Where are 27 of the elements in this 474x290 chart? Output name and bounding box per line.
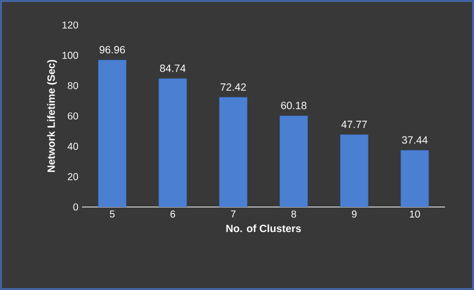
x-tick-label: 10 [410, 210, 420, 218]
x-tick-label: 7 [230, 210, 236, 218]
bar [400, 150, 429, 207]
bar [219, 96, 248, 207]
y-tick-label: 20 [68, 173, 78, 180]
data-label: 84.74 [160, 64, 186, 72]
y-tick-label: 120 [62, 21, 78, 29]
x-tick-label: 5 [110, 210, 115, 218]
y-tick-label: 0 [73, 203, 78, 211]
x-tick-label: 8 [291, 210, 296, 218]
x-axis-title: No. of Clusters [226, 224, 301, 232]
y-tick-label: 40 [68, 142, 78, 150]
data-label: 37.44 [402, 136, 428, 144]
bar [158, 78, 187, 207]
y-tick-label: 60 [68, 112, 78, 120]
data-label: 96.96 [100, 46, 125, 54]
y-tick-label: 80 [68, 82, 78, 90]
x-tick-label: 9 [352, 210, 357, 218]
y-axis-title: Network Lifetime (Sec) [47, 60, 57, 172]
y-tick-label: 100 [62, 52, 78, 59]
x-tick-label: 6 [170, 210, 176, 218]
data-label: 72.42 [220, 83, 246, 91]
bar [340, 134, 368, 207]
bar [280, 116, 308, 207]
data-label: 47.77 [341, 120, 367, 128]
data-label: 60.18 [281, 102, 306, 110]
bar [98, 60, 126, 207]
